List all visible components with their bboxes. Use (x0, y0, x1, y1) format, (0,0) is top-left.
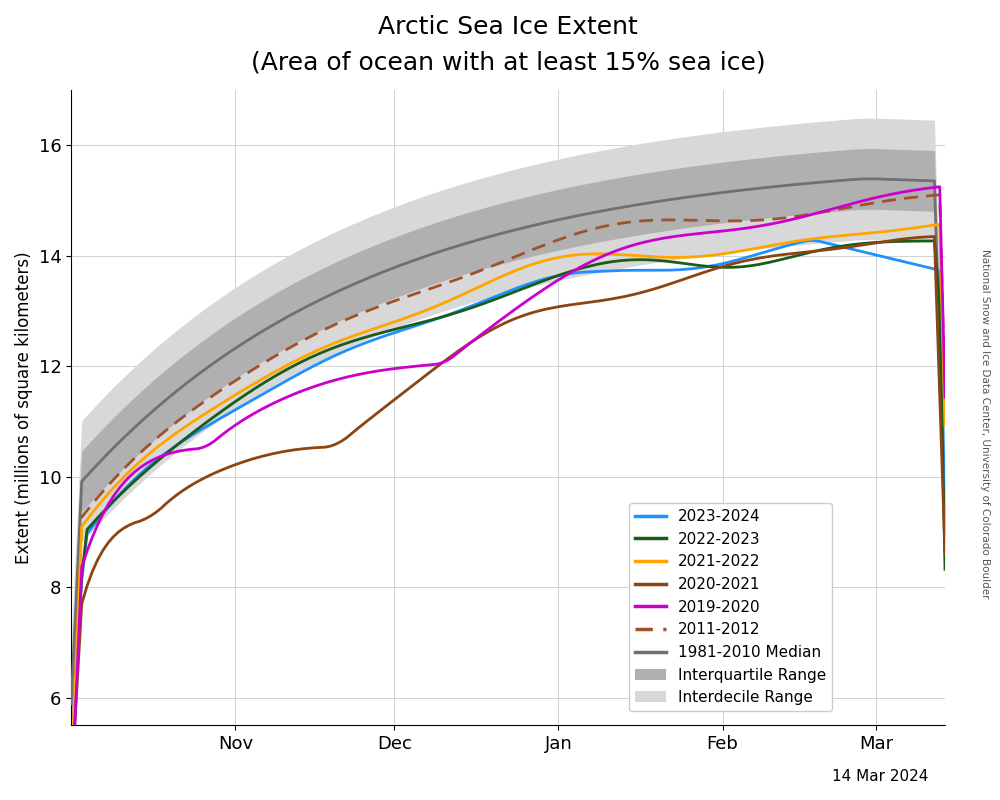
Title: Arctic Sea Ice Extent
(Area of ocean with at least 15% sea ice): Arctic Sea Ice Extent (Area of ocean wit… (251, 15, 765, 74)
Y-axis label: Extent (millions of square kilometers): Extent (millions of square kilometers) (15, 251, 33, 564)
Text: National Snow and Ice Data Center, University of Colorado Boulder: National Snow and Ice Data Center, Unive… (980, 250, 990, 598)
Text: 14 Mar 2024: 14 Mar 2024 (832, 769, 928, 784)
Legend: 2023-2024, 2022-2023, 2021-2022, 2020-2021, 2019-2020, 2011-2012, 1981-2010 Medi: 2023-2024, 2022-2023, 2021-2022, 2020-20… (629, 503, 832, 711)
